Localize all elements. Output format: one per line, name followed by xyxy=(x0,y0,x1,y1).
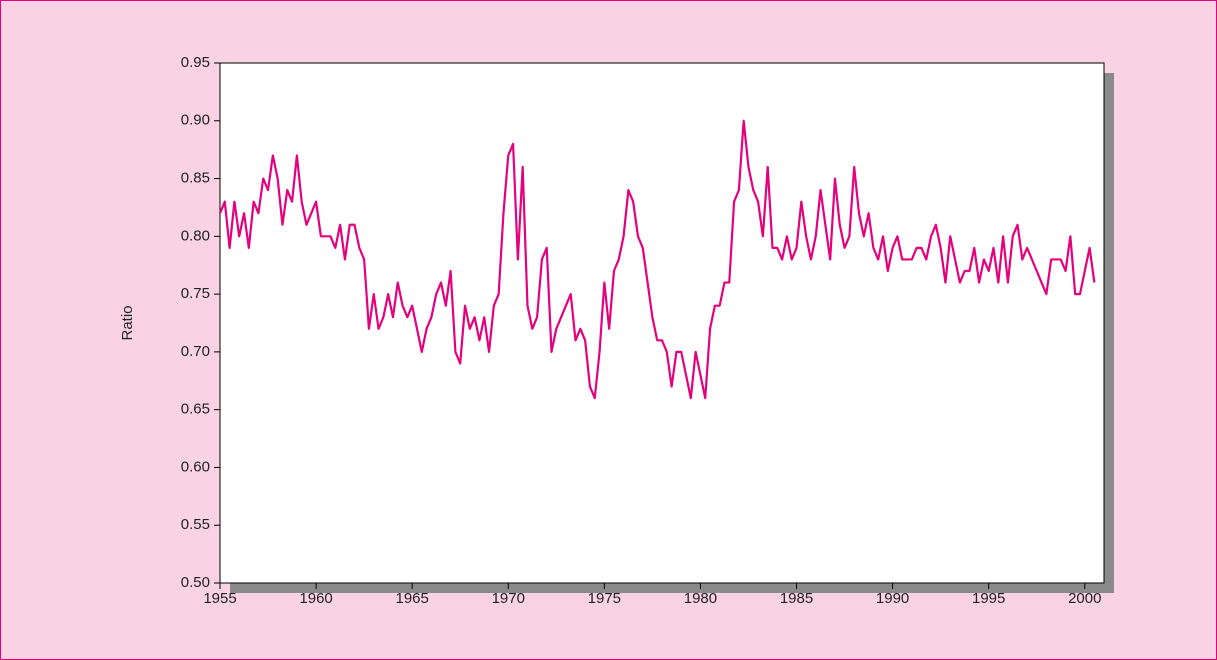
y-tick-label: 0.95 xyxy=(181,54,210,71)
y-tick-label: 0.50 xyxy=(181,574,210,591)
x-tick-label: 1980 xyxy=(684,590,717,607)
x-tick-label: 1965 xyxy=(395,590,428,607)
y-axis-label: Ratio xyxy=(119,305,136,340)
plot-area xyxy=(219,62,1105,584)
y-tick-label: 0.85 xyxy=(181,170,210,187)
x-tick-label: 2000 xyxy=(1068,590,1101,607)
y-tick-label: 0.65 xyxy=(181,401,210,418)
y-tick-label: 0.90 xyxy=(181,112,210,129)
x-tick-label: 1995 xyxy=(972,590,1005,607)
x-tick-label: 1990 xyxy=(876,590,909,607)
x-tick-label: 1975 xyxy=(588,590,621,607)
y-tick-label: 0.75 xyxy=(181,285,210,302)
y-tick-label: 0.55 xyxy=(181,516,210,533)
x-tick-label: 1955 xyxy=(203,590,236,607)
x-tick-label: 1960 xyxy=(299,590,332,607)
x-tick-label: 1985 xyxy=(780,590,813,607)
y-tick-label: 0.80 xyxy=(181,227,210,244)
data-line xyxy=(218,119,1096,400)
y-tick-label: 0.70 xyxy=(181,343,210,360)
x-tick-label: 1970 xyxy=(492,590,525,607)
y-tick-label: 0.60 xyxy=(181,458,210,475)
